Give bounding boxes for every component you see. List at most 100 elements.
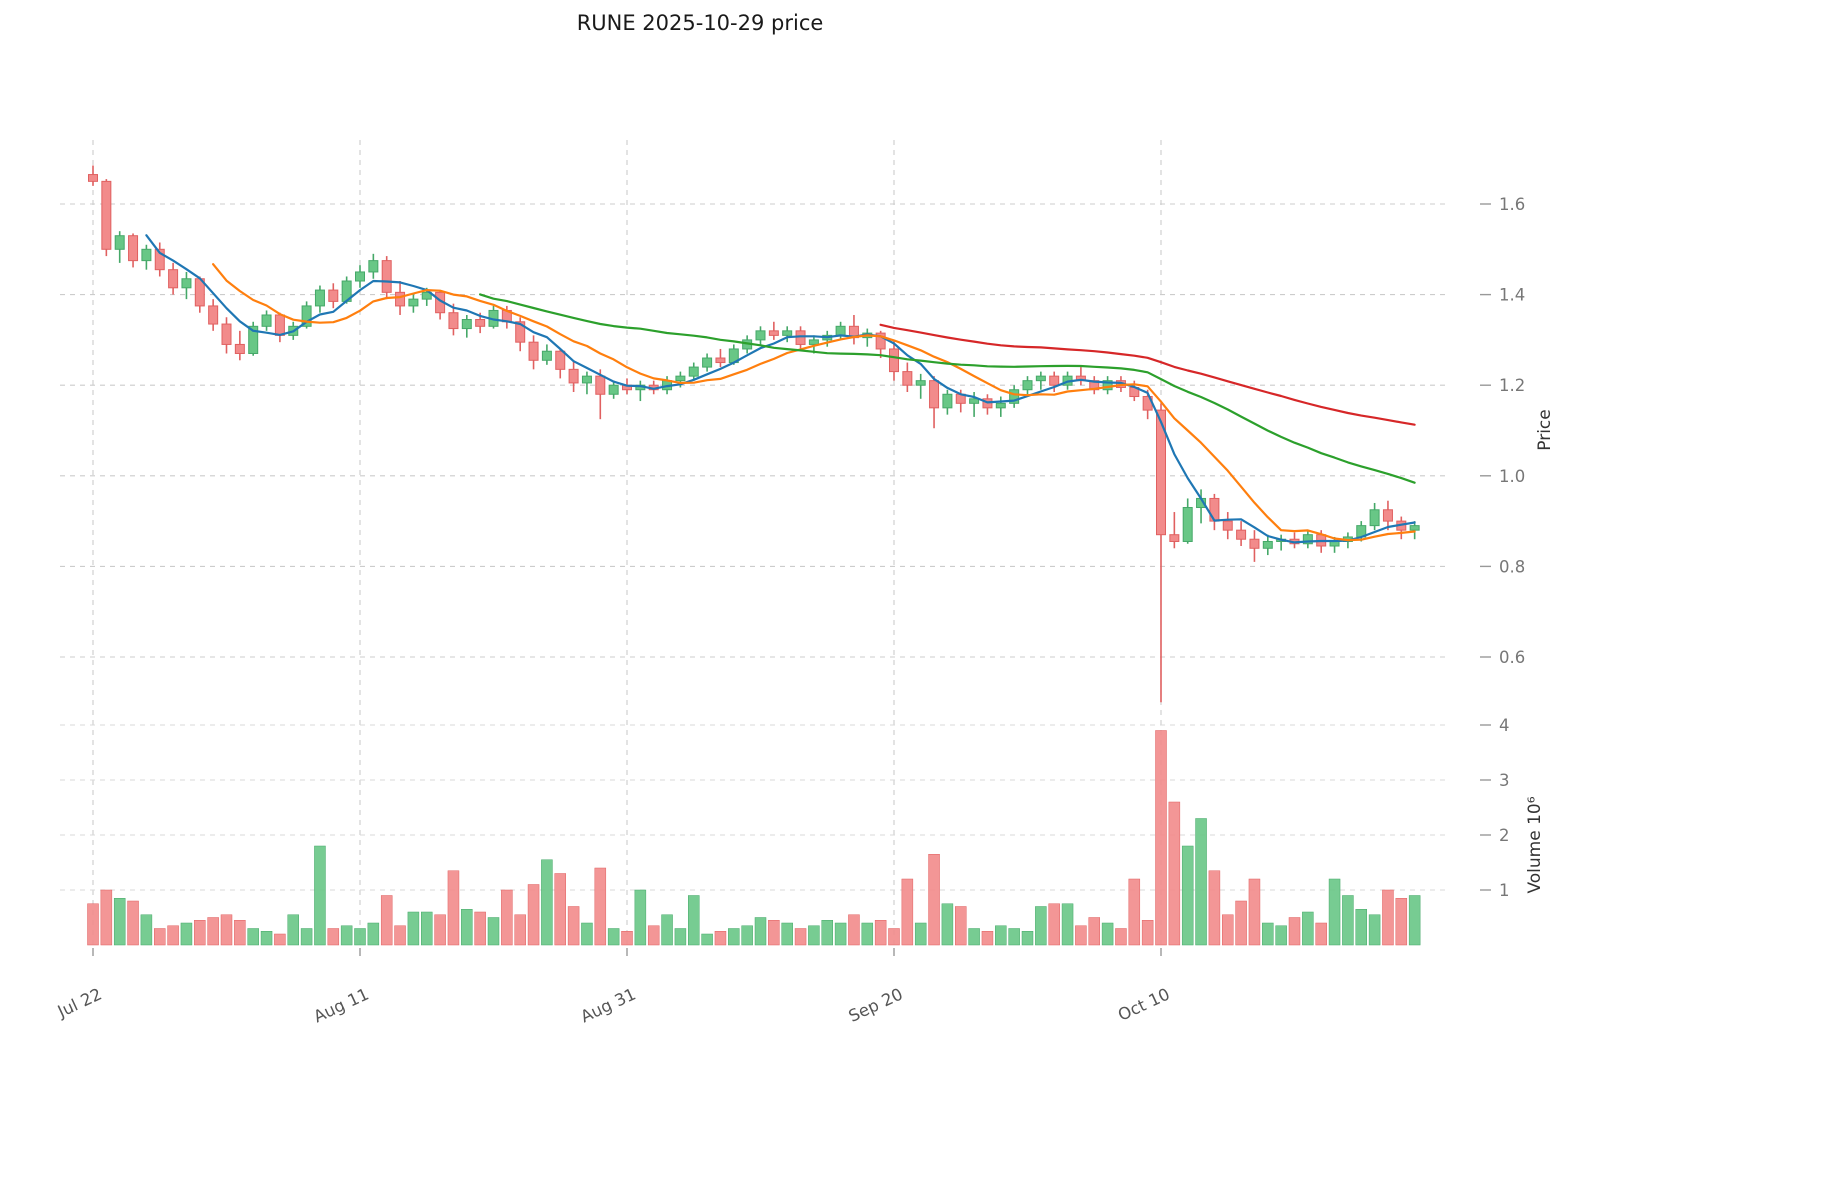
candle-body	[1236, 529, 1247, 540]
candle-body	[154, 248, 165, 271]
volume-bar	[1208, 870, 1221, 946]
volume-bar	[995, 925, 1007, 946]
candle-body	[1409, 525, 1420, 531]
candle-body	[1156, 409, 1166, 536]
candle-body	[128, 235, 139, 262]
candle-body	[875, 332, 886, 350]
candle-body	[835, 325, 846, 336]
candle-body	[1382, 509, 1393, 522]
candle-body	[1049, 375, 1060, 386]
volume-bar	[1355, 909, 1367, 946]
volume-bar	[607, 928, 620, 946]
volume-bar	[1008, 928, 1020, 946]
candle-body	[1169, 534, 1180, 542]
candle-body	[942, 393, 953, 409]
volume-bar	[1275, 925, 1287, 946]
volume-bar	[1382, 889, 1394, 946]
volume-bar	[1342, 895, 1354, 946]
gridlines	[60, 140, 1448, 948]
candle-body	[715, 357, 726, 364]
volume-bar	[474, 911, 486, 946]
candle-body	[221, 323, 232, 345]
candle-body	[88, 174, 98, 182]
candle-body	[1035, 375, 1046, 382]
volume-bar	[194, 920, 206, 946]
axis-ticks: 0.6 0.8 1.0 1.2 1.4 1.6 1 2 3 4 Jul 22 Aug 11 Aug 31…	[54, 195, 1525, 1026]
volume-bar	[1021, 931, 1034, 946]
volume-bar	[621, 931, 633, 946]
volume-bar	[1248, 878, 1261, 946]
volume-bar	[1115, 928, 1127, 946]
volume-bar	[1075, 925, 1087, 946]
volume-bar	[1262, 922, 1274, 946]
candle-body	[782, 330, 793, 336]
candle-body	[114, 235, 125, 250]
volume-bar	[1181, 845, 1194, 946]
candle-body	[808, 339, 819, 345]
volume-bar	[154, 928, 166, 946]
volume-bar	[167, 925, 179, 946]
price-tick-label: 1.4	[1499, 286, 1525, 305]
volume-bar	[1101, 922, 1114, 946]
volume-bar	[1395, 898, 1408, 946]
volume-bar	[1288, 917, 1301, 946]
volume-bar	[487, 917, 500, 946]
candlesticks	[88, 165, 1420, 703]
volume-bar	[514, 914, 526, 946]
volume-bar	[581, 922, 593, 946]
candle-body	[274, 314, 285, 336]
candle-body	[528, 341, 539, 361]
volume-tick-label: 1	[1499, 881, 1510, 900]
candle-body	[181, 278, 192, 289]
candle-body	[1302, 534, 1313, 545]
candle-body	[795, 330, 806, 345]
volume-bar	[647, 925, 660, 946]
volume-bar	[741, 925, 753, 946]
candle-body	[301, 305, 312, 327]
volume-bar	[834, 922, 847, 946]
candle-body	[248, 325, 259, 354]
volume-bar	[354, 928, 366, 946]
volume-bar	[87, 903, 99, 946]
volume-bar	[127, 900, 139, 946]
volume-bars	[87, 730, 1421, 946]
price-tick-label: 1.6	[1499, 195, 1525, 214]
volume-bar	[1141, 920, 1154, 946]
candle-body	[568, 368, 579, 384]
price-tick-label: 0.8	[1499, 557, 1525, 576]
volume-bar	[327, 928, 340, 946]
candle-body	[702, 357, 713, 368]
volume-bar	[914, 922, 927, 946]
volume-bar	[287, 914, 299, 946]
candle-body	[328, 289, 339, 302]
volume-bar	[874, 920, 887, 946]
candle-body	[1249, 538, 1260, 549]
candle-body	[381, 260, 392, 293]
candle-body	[1022, 380, 1033, 391]
volume-bar	[407, 911, 420, 946]
candle-body	[688, 366, 699, 377]
volume-bar	[688, 895, 700, 946]
candle-body	[1209, 497, 1220, 522]
price-tick-label: 1.2	[1499, 376, 1525, 395]
volume-bar	[274, 933, 286, 946]
volume-bar	[394, 925, 406, 946]
volume-bar	[674, 928, 687, 946]
candle-body	[1009, 389, 1020, 404]
candle-body	[889, 348, 899, 373]
volume-bar	[1315, 922, 1327, 946]
candle-body	[541, 350, 552, 361]
volume-bar	[1408, 895, 1421, 946]
volume-bar	[888, 928, 900, 946]
volume-bar	[1168, 801, 1181, 946]
volume-bar	[1235, 900, 1247, 946]
volume-bar	[1048, 903, 1060, 946]
volume-bar	[140, 914, 153, 946]
candle-body	[1329, 540, 1340, 547]
volume-bar	[1128, 878, 1141, 946]
volume-bar	[981, 931, 994, 946]
candle-body	[581, 375, 592, 384]
volume-bar	[180, 922, 193, 946]
